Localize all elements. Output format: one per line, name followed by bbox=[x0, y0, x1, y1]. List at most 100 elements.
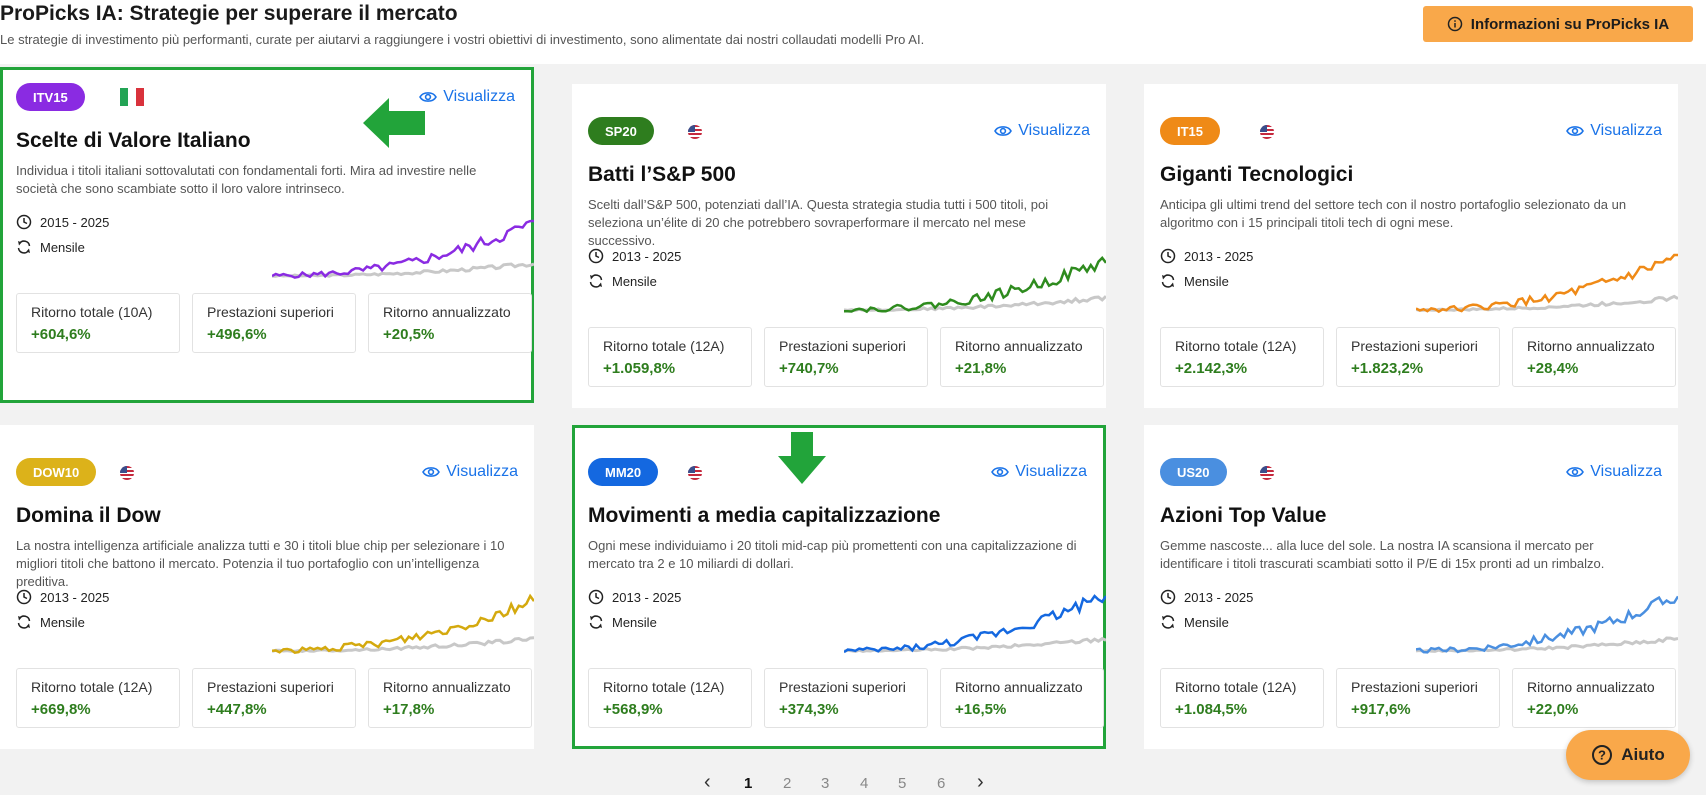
frequency-row: Mensile bbox=[588, 614, 657, 630]
strategy-card[interactable]: MM20 Visualizza Movimenti a media capita… bbox=[572, 425, 1106, 749]
stat-value: +17,8% bbox=[383, 701, 435, 718]
question-icon: ? bbox=[1592, 745, 1613, 765]
us-flag-icon bbox=[120, 466, 134, 480]
view-link[interactable]: Visualizza bbox=[1566, 122, 1662, 140]
stat-box: Ritorno totale (12A) +1.059,8% bbox=[588, 327, 752, 387]
stats-row: Ritorno totale (10A) +604,6% Prestazioni… bbox=[16, 293, 532, 353]
stats-row: Ritorno totale (12A) +669,8% Prestazioni… bbox=[16, 668, 532, 728]
view-link[interactable]: Visualizza bbox=[994, 122, 1090, 140]
stat-value: +2.142,3% bbox=[1175, 360, 1248, 377]
benchmark-line bbox=[844, 636, 1106, 654]
view-link-label: Visualizza bbox=[1015, 463, 1087, 480]
strategy-card[interactable]: DOW10 Visualizza Domina il Dow La nostra… bbox=[0, 425, 534, 749]
stats-row: Ritorno totale (12A) +1.084,5% Prestazio… bbox=[1160, 668, 1676, 728]
strategy-line bbox=[844, 594, 1106, 654]
strategy-line bbox=[272, 219, 534, 279]
refresh-icon bbox=[17, 615, 31, 629]
strategy-description: Gemme nascoste... alla luce del sole. La… bbox=[1160, 538, 1605, 571]
stat-value: +21,8% bbox=[955, 360, 1007, 377]
pagination-page[interactable]: 6 bbox=[937, 775, 946, 792]
period-row: 2013 - 2025 bbox=[1160, 589, 1253, 605]
eye-icon bbox=[422, 467, 441, 477]
svg-text:?: ? bbox=[1598, 748, 1606, 763]
stat-label: Prestazioni superiori bbox=[207, 304, 334, 320]
period-label: 2015 - 2025 bbox=[40, 214, 110, 230]
performance-sparkline bbox=[272, 593, 534, 655]
strategy-card[interactable]: SP20 Visualizza Batti l’S&P 500 Scelti d… bbox=[572, 84, 1106, 408]
pagination-prev-icon[interactable]: ‹ bbox=[704, 771, 711, 793]
stat-label: Prestazioni superiori bbox=[207, 679, 334, 695]
benchmark-line bbox=[272, 262, 534, 278]
strategy-description: La nostra intelligenza artificiale anali… bbox=[16, 538, 505, 589]
stat-label: Ritorno annualizzato bbox=[383, 679, 511, 695]
benchmark-line bbox=[1416, 294, 1678, 312]
pagination: ‹ 1 2 3 4 5 6 › bbox=[0, 771, 1706, 795]
strategy-card[interactable]: IT15 Visualizza Giganti Tecnologici Anti… bbox=[1144, 84, 1678, 408]
view-link-label: Visualizza bbox=[443, 88, 515, 105]
eye-icon bbox=[419, 92, 438, 102]
eye-icon bbox=[1566, 126, 1585, 136]
period-label: 2013 - 2025 bbox=[1184, 248, 1254, 264]
strategy-card[interactable]: ITV15 Visualizza Scelte di Valore Italia… bbox=[0, 67, 534, 403]
refresh-icon bbox=[1161, 615, 1175, 629]
strategy-line bbox=[1416, 595, 1678, 654]
info-button-label: Informazioni su ProPicks IA bbox=[1470, 15, 1670, 33]
period-row: 2013 - 2025 bbox=[1160, 248, 1253, 264]
stat-label: Prestazioni superiori bbox=[779, 679, 906, 695]
pagination-next-icon[interactable]: › bbox=[977, 771, 984, 793]
benchmark-line bbox=[844, 295, 1106, 313]
strategy-description: Scelti dall’S&P 500, potenziati dall’IA.… bbox=[588, 197, 1049, 248]
frequency-label: Mensile bbox=[612, 614, 657, 630]
us-flag-icon bbox=[688, 466, 702, 480]
stat-label: Ritorno annualizzato bbox=[1527, 679, 1655, 695]
eye-icon bbox=[1566, 467, 1585, 477]
us-flag-icon bbox=[688, 125, 702, 139]
green-arrow-down-icon bbox=[778, 432, 826, 484]
us-flag-icon bbox=[1260, 125, 1274, 139]
stat-label: Ritorno totale (10A) bbox=[31, 304, 153, 320]
view-link[interactable]: Visualizza bbox=[419, 88, 515, 106]
strategy-line bbox=[844, 256, 1106, 314]
pagination-page[interactable]: 3 bbox=[821, 775, 830, 792]
period-label: 2013 - 2025 bbox=[1184, 589, 1254, 605]
pagination-page[interactable]: 1 bbox=[744, 775, 753, 792]
stat-label: Ritorno totale (12A) bbox=[1175, 679, 1297, 695]
strategy-code-badge: DOW10 bbox=[16, 458, 97, 486]
pagination-page[interactable]: 4 bbox=[860, 775, 869, 792]
stat-label: Ritorno totale (12A) bbox=[1175, 338, 1297, 354]
period-label: 2013 - 2025 bbox=[612, 248, 682, 264]
stat-value: +16,5% bbox=[955, 701, 1007, 718]
strategy-code-badge: SP20 bbox=[588, 117, 654, 145]
frequency-row: Mensile bbox=[1160, 273, 1229, 289]
clock-icon bbox=[588, 248, 604, 264]
period-row: 2013 - 2025 bbox=[588, 248, 681, 264]
view-link[interactable]: Visualizza bbox=[422, 463, 518, 481]
stat-box: Ritorno totale (12A) +568,9% bbox=[588, 668, 752, 728]
green-arrow-left-icon bbox=[363, 98, 425, 148]
stat-label: Ritorno totale (12A) bbox=[603, 679, 725, 695]
period-label: 2013 - 2025 bbox=[40, 589, 110, 605]
stat-box: Prestazioni superiori +1.823,2% bbox=[1336, 327, 1500, 387]
frequency-label: Mensile bbox=[612, 273, 657, 289]
strategy-line bbox=[1416, 253, 1678, 314]
stat-box: Prestazioni superiori +740,7% bbox=[764, 327, 928, 387]
strategy-card[interactable]: US20 Visualizza Azioni Top Value Gemme n… bbox=[1144, 425, 1678, 749]
frequency-row: Mensile bbox=[16, 239, 85, 255]
view-link[interactable]: Visualizza bbox=[991, 463, 1087, 481]
stat-value: +1.059,8% bbox=[603, 360, 676, 377]
period-label: 2013 - 2025 bbox=[612, 589, 682, 605]
refresh-icon bbox=[17, 240, 31, 254]
stat-box: Ritorno totale (12A) +1.084,5% bbox=[1160, 668, 1324, 728]
pagination-page[interactable]: 5 bbox=[898, 775, 907, 792]
view-link[interactable]: Visualizza bbox=[1566, 463, 1662, 481]
eye-icon bbox=[991, 467, 1010, 477]
pagination-page[interactable]: 2 bbox=[783, 775, 792, 792]
us-flag-icon bbox=[1260, 466, 1274, 480]
strategy-description: Ogni mese individuiamo i 20 titoli mid-c… bbox=[588, 538, 1077, 571]
strategy-title: Giganti Tecnologici bbox=[1160, 163, 1354, 186]
frequency-label: Mensile bbox=[1184, 614, 1229, 630]
frequency-label: Mensile bbox=[40, 614, 85, 630]
help-button[interactable]: ? Aiuto bbox=[1566, 730, 1690, 780]
refresh-icon bbox=[1161, 274, 1175, 288]
info-propicks-button[interactable]: Informazioni su ProPicks IA bbox=[1423, 6, 1693, 42]
